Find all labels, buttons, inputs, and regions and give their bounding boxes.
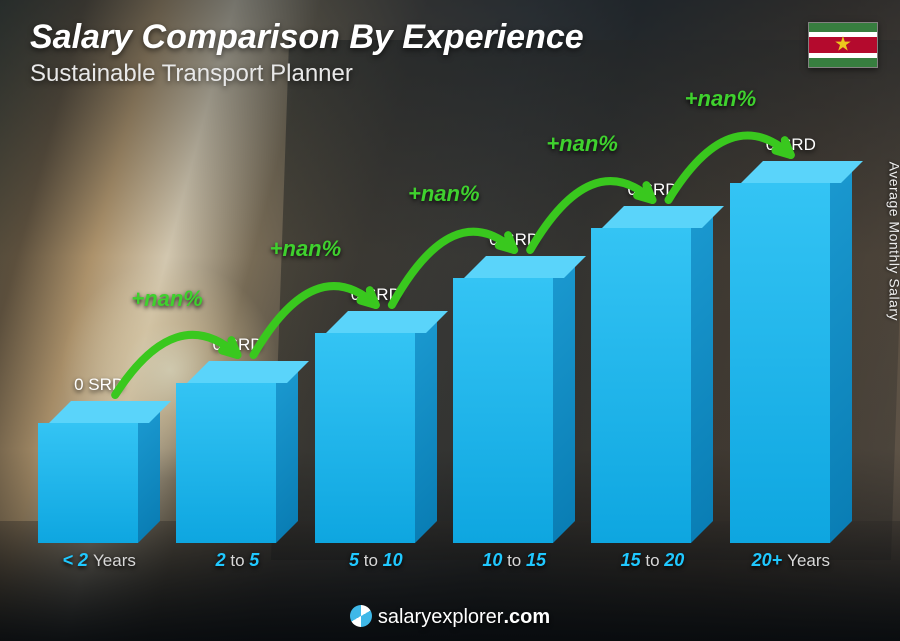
bar-front — [315, 333, 415, 543]
category-label: 2 to 5 — [168, 550, 306, 571]
bar-chart: 0 SRD < 2 Years 0 SRD 2 to 5 +nan% 0 SRD 5 to … — [30, 120, 860, 571]
chart-title: Salary Comparison By Experience — [30, 18, 584, 57]
bar-side — [415, 311, 437, 543]
country-flag-suriname: ★ — [808, 22, 878, 68]
footer-text: salaryexplorer.com — [378, 606, 550, 628]
bar-front — [453, 278, 553, 543]
footer-brand: salaryexplorer.com — [0, 605, 900, 629]
chart-subtitle: Sustainable Transport Planner — [30, 60, 353, 88]
delta-label: +nan% — [131, 286, 203, 312]
category-label: 15 to 20 — [583, 550, 721, 571]
delta-label: +nan% — [270, 236, 342, 262]
bar-front — [176, 383, 276, 543]
delta-label: +nan% — [408, 181, 480, 207]
bar — [453, 278, 553, 543]
salaryexplorer-logo-icon — [350, 605, 372, 627]
category-label: 20+ Years — [722, 550, 860, 571]
bar-front — [38, 423, 138, 543]
bar-front — [730, 183, 830, 543]
bar — [176, 383, 276, 543]
bar — [315, 333, 415, 543]
bar-value-label: 0 SRD — [489, 230, 539, 250]
bar-value-label: 0 SRD — [74, 375, 124, 395]
delta-label: +nan% — [546, 131, 618, 157]
bar-value-label: 0 SRD — [627, 180, 677, 200]
bar-side — [830, 161, 852, 543]
bar — [38, 423, 138, 543]
flag-star-icon: ★ — [834, 35, 852, 55]
bar — [591, 228, 691, 543]
bar — [730, 183, 830, 543]
bar-side — [691, 206, 713, 543]
category-label: 10 to 15 — [445, 550, 583, 571]
y-axis-label: Average Monthly Salary — [886, 161, 900, 320]
bar-side — [553, 256, 575, 543]
bar-side — [276, 361, 298, 543]
bar-front — [591, 228, 691, 543]
bar-value-label: 0 SRD — [212, 335, 262, 355]
category-label: 5 to 10 — [307, 550, 445, 571]
bar-value-label: 0 SRD — [351, 285, 401, 305]
category-label: < 2 Years — [30, 550, 168, 571]
bar-value-label: 0 SRD — [766, 135, 816, 155]
